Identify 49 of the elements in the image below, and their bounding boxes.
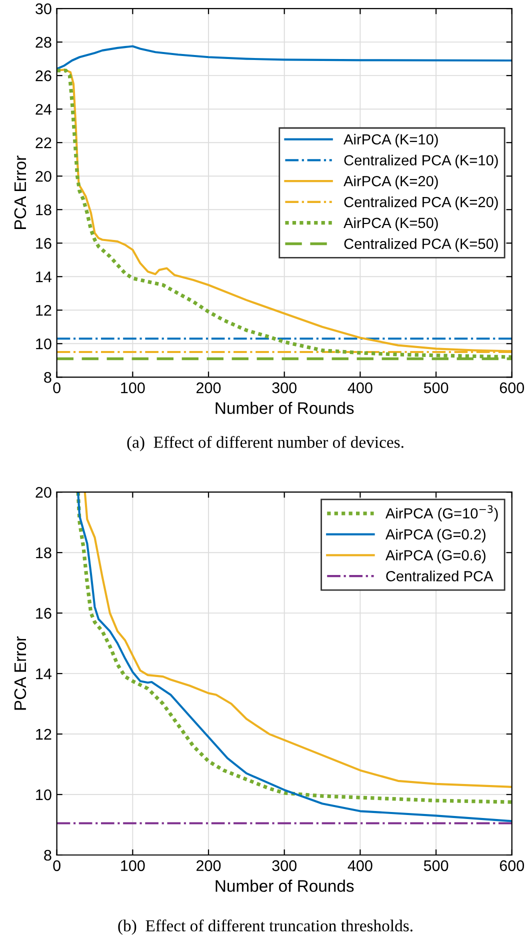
- y-tick-label: 14: [36, 272, 52, 282]
- x-tick-label: 500: [424, 382, 448, 394]
- y-tick-label: 10: [36, 789, 52, 800]
- y-tick-label: 18: [36, 547, 52, 558]
- x-axis-title: Number of Rounds: [216, 880, 354, 892]
- legend-label: Centralized PCA (K=10): [344, 154, 498, 168]
- x-tick-label: 0: [53, 860, 60, 872]
- x-tick-label: 300: [272, 382, 296, 394]
- y-tick-label: 8: [44, 372, 52, 383]
- y-tick-label: 10: [36, 338, 52, 350]
- y-tick-label: 12: [36, 305, 52, 316]
- text: (b) Effect of different truncation thresholds.: [118, 920, 412, 935]
- y-tick-label: 12: [36, 728, 52, 740]
- legend-label: AirPCA (G=0.6): [385, 550, 486, 564]
- legend-label: AirPCA (G=0.2): [385, 528, 486, 542]
- x-tick-label: 600: [500, 382, 524, 394]
- y-tick-label: 30: [36, 3, 52, 14]
- y-tick-label: 26: [36, 70, 52, 82]
- y-tick-label: 8: [44, 850, 52, 861]
- y-tick-label: 18: [36, 204, 52, 216]
- x-tick-label: 600: [500, 860, 524, 872]
- x-tick-label: 200: [196, 382, 221, 394]
- legend-label: AirPCA (K=10): [344, 134, 438, 148]
- legend-label: AirPCA (G=10$^{−3}$): [385, 505, 498, 522]
- legend-label: Centralized PCA: [386, 570, 494, 582]
- text: (a) Effect of different number of devices.: [127, 436, 404, 452]
- x-tick-label: 300: [272, 860, 296, 872]
- x-tick-label: 100: [121, 860, 145, 872]
- y-axis-title: PCA Error: [14, 636, 26, 710]
- x-tick-label: 0: [53, 382, 60, 394]
- legend-label: Centralized PCA (K=50): [344, 238, 498, 252]
- x-tick-label: 100: [121, 382, 145, 394]
- y-axis-title: PCA Error: [14, 156, 26, 229]
- y-tick-label: 24: [36, 104, 52, 115]
- y-tick-label: 22: [36, 137, 52, 148]
- legend-label: Centralized PCA (K=20): [344, 196, 498, 210]
- x-axis-title: Number of Rounds: [216, 402, 354, 414]
- y-tick-label: 14: [36, 668, 52, 680]
- y-tick-label: 20: [36, 170, 52, 182]
- x-tick-label: 200: [196, 860, 221, 872]
- y-tick-label: 16: [36, 238, 52, 249]
- x-tick-label: 400: [348, 860, 372, 872]
- y-tick-label: 16: [36, 608, 52, 619]
- x-tick-label: 400: [348, 382, 372, 394]
- y-tick-label: 28: [36, 36, 52, 48]
- x-tick-label: 500: [424, 860, 448, 872]
- legend-label: AirPCA (K=50): [344, 217, 438, 231]
- y-tick-label: 20: [36, 486, 52, 498]
- legend-label: AirPCA (K=20): [344, 176, 438, 190]
